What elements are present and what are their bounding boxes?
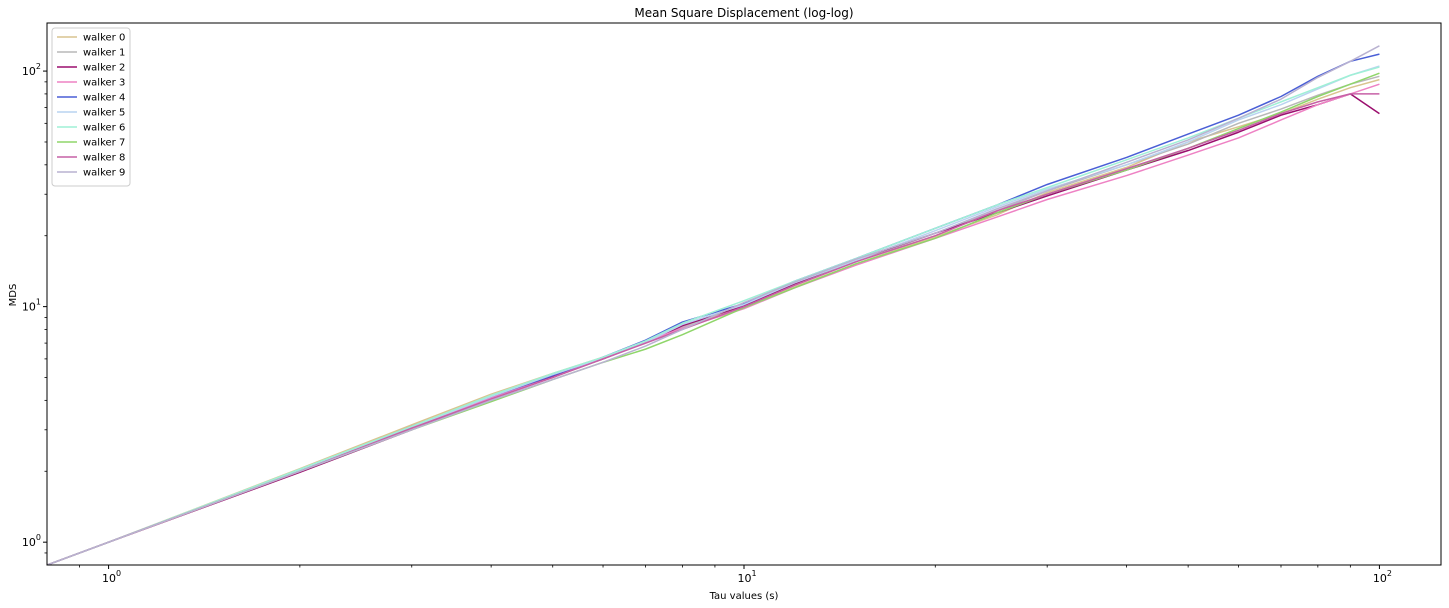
legend-label-5: walker 5 [83, 108, 125, 119]
series-line-walker-5 [47, 65, 1380, 565]
x-axis-label: Tau values (s) [709, 591, 779, 602]
y-axis-label: MDS [8, 284, 19, 307]
series-line-walker-8 [47, 93, 1380, 565]
legend-label-9: walker 9 [83, 168, 125, 179]
series-line-walker-9 [47, 45, 1380, 565]
y-tick-label-2: 102 [22, 62, 41, 78]
x-tick-label-2: 102 [1373, 569, 1392, 585]
plot-frame [46, 22, 1442, 566]
legend-label-8: walker 8 [83, 153, 125, 164]
series-line-walker-3 [47, 83, 1380, 565]
x-tick-label-1: 101 [737, 569, 756, 585]
series-line-walker-2 [47, 93, 1380, 565]
x-tick-label-0: 100 [102, 569, 121, 585]
legend-label-0: walker 0 [83, 33, 125, 44]
legend-label-7: walker 7 [83, 138, 125, 149]
legend-label-1: walker 1 [83, 48, 125, 59]
legend-label-2: walker 2 [83, 63, 125, 74]
y-tick-label-0: 100 [22, 533, 41, 549]
series-layer [47, 45, 1380, 565]
legend-label-6: walker 6 [83, 123, 125, 134]
legend-label-3: walker 3 [83, 78, 125, 89]
legend-label-4: walker 4 [83, 93, 125, 104]
y-tick-label-1: 101 [22, 298, 41, 314]
ticks-layer: 100 101 102 100 101 102 [22, 62, 1392, 585]
legend: walker 0 walker 1 walker 2 walker 3 walker 4… [51, 27, 131, 187]
chart-title: Mean Square Displacement (log-log) [634, 6, 853, 20]
